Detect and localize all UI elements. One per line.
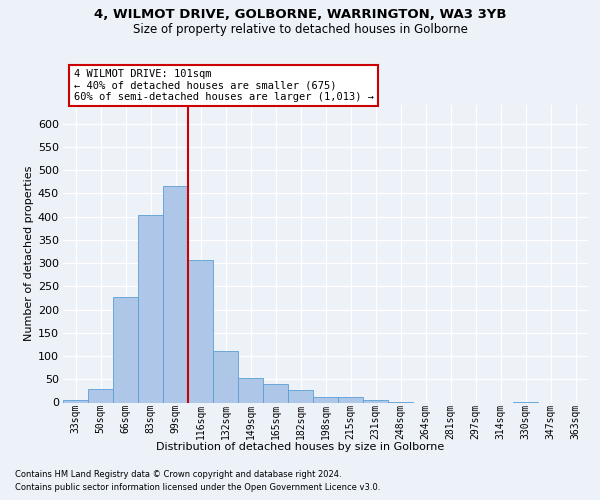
Text: Contains public sector information licensed under the Open Government Licence v3: Contains public sector information licen… <box>15 482 380 492</box>
Bar <box>188 260 213 402</box>
Bar <box>238 378 263 402</box>
Text: Size of property relative to detached houses in Golborne: Size of property relative to detached ho… <box>133 22 467 36</box>
Text: Contains HM Land Registry data © Crown copyright and database right 2024.: Contains HM Land Registry data © Crown c… <box>15 470 341 479</box>
Text: Distribution of detached houses by size in Golborne: Distribution of detached houses by size … <box>156 442 444 452</box>
Bar <box>313 397 338 402</box>
Bar <box>63 400 88 402</box>
Bar <box>338 398 363 402</box>
Bar <box>163 186 188 402</box>
Bar <box>138 215 163 402</box>
Bar <box>263 384 288 402</box>
Bar <box>288 390 313 402</box>
Y-axis label: Number of detached properties: Number of detached properties <box>23 166 34 342</box>
Text: 4 WILMOT DRIVE: 101sqm
← 40% of detached houses are smaller (675)
60% of semi-de: 4 WILMOT DRIVE: 101sqm ← 40% of detached… <box>74 69 373 102</box>
Bar <box>363 400 388 402</box>
Bar <box>88 388 113 402</box>
Bar <box>213 352 238 403</box>
Text: 4, WILMOT DRIVE, GOLBORNE, WARRINGTON, WA3 3YB: 4, WILMOT DRIVE, GOLBORNE, WARRINGTON, W… <box>94 8 506 20</box>
Bar <box>113 296 138 403</box>
